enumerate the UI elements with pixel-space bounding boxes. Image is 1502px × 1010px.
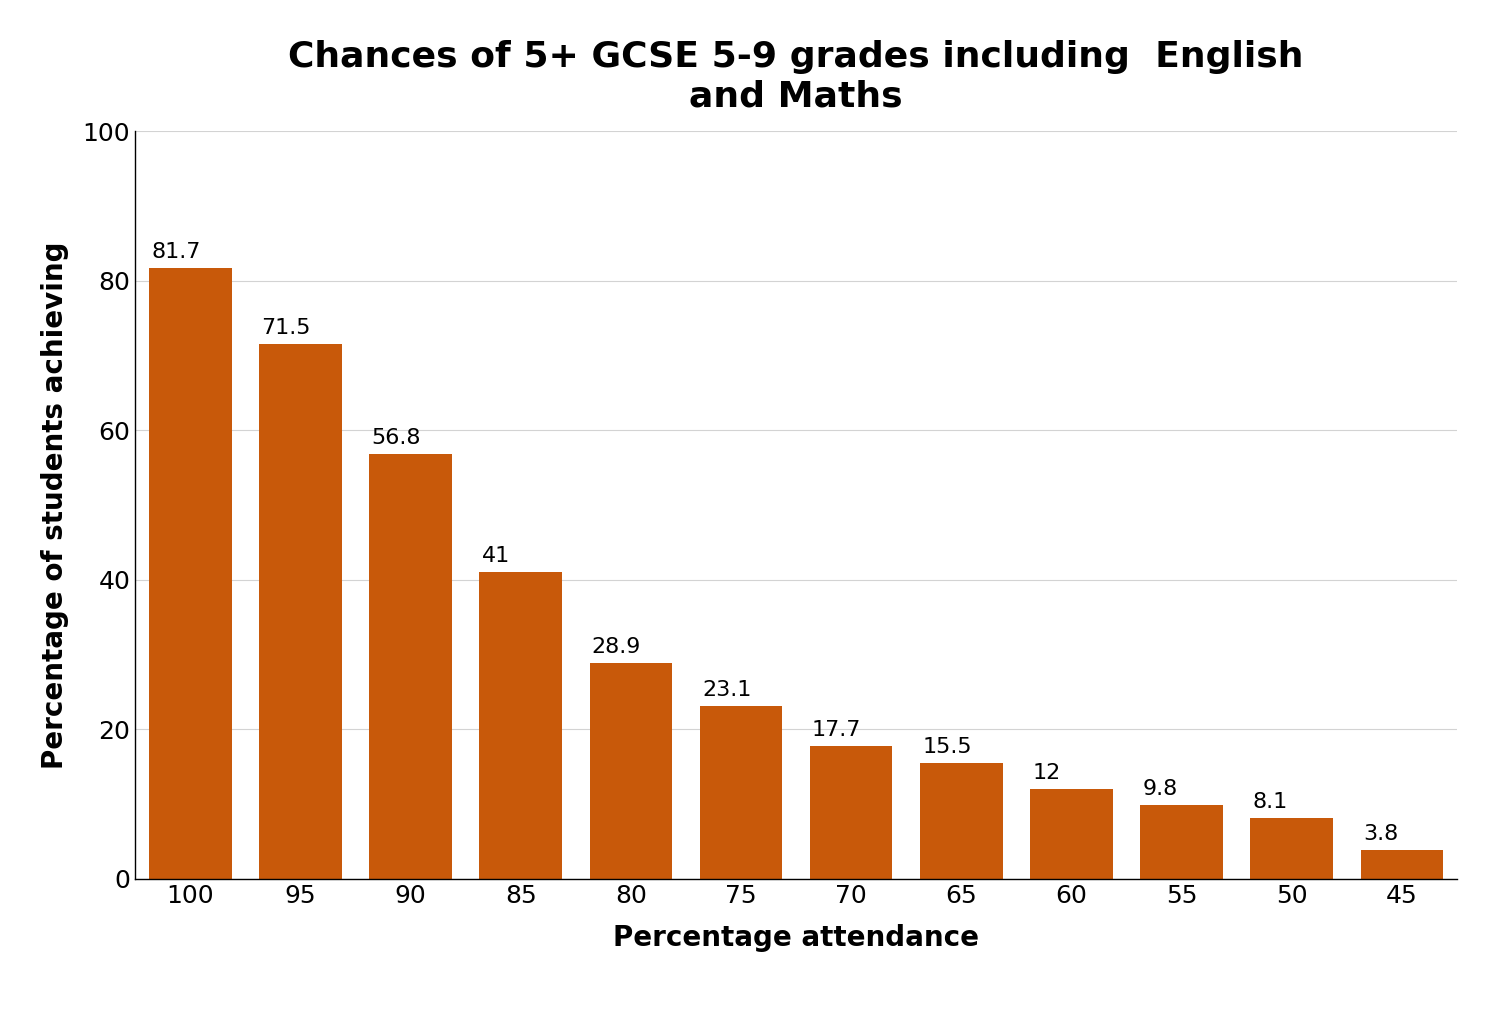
- Bar: [1030, 789, 1113, 879]
- Text: 71.5: 71.5: [261, 318, 311, 338]
- Bar: [1361, 850, 1443, 879]
- Text: 3.8: 3.8: [1362, 824, 1398, 844]
- Text: 41: 41: [482, 546, 509, 567]
- Y-axis label: Percentage of students achieving: Percentage of students achieving: [41, 241, 69, 769]
- Text: 23.1: 23.1: [701, 680, 751, 700]
- Bar: [589, 663, 673, 879]
- Text: 17.7: 17.7: [813, 720, 862, 740]
- Bar: [1250, 818, 1334, 879]
- Bar: [919, 763, 1003, 879]
- Title: Chances of 5+ GCSE 5-9 grades including  English
and Maths: Chances of 5+ GCSE 5-9 grades including …: [288, 40, 1304, 113]
- Bar: [260, 344, 342, 879]
- Bar: [479, 573, 562, 879]
- Bar: [1140, 805, 1223, 879]
- Text: 28.9: 28.9: [592, 636, 641, 656]
- Text: 56.8: 56.8: [371, 428, 421, 448]
- X-axis label: Percentage attendance: Percentage attendance: [613, 924, 979, 952]
- Bar: [149, 268, 231, 879]
- Text: 81.7: 81.7: [152, 242, 201, 262]
- Text: 9.8: 9.8: [1143, 780, 1178, 800]
- Text: 8.1: 8.1: [1253, 792, 1287, 812]
- Text: 12: 12: [1032, 763, 1060, 783]
- Bar: [810, 746, 892, 879]
- Bar: [700, 706, 783, 879]
- Text: 15.5: 15.5: [922, 737, 972, 756]
- Bar: [369, 454, 452, 879]
